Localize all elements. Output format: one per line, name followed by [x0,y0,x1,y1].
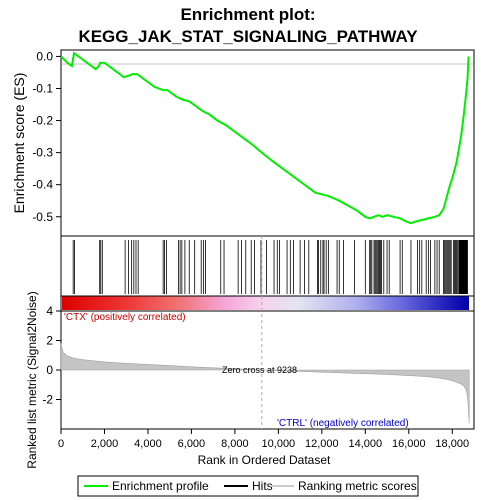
rank-y-tick-label: 4 [46,304,53,318]
rank-x-tick-label: 2,000 [91,438,119,450]
zero-cross-label: Zero cross at 9238 [222,365,297,375]
ranking-metric-area [60,343,470,424]
legend-label-ranking: Ranking metric scores [298,479,417,493]
positive-correlation-label: 'CTX' (positively correlated) [64,312,186,323]
rank-x-tick-label: 16,000 [392,438,426,450]
es-y-ticks: 0.0 -0.1 -0.2 -0.3 -0.4 -0.5 [32,49,61,224]
rank-y-tick-label: 2 [46,334,53,348]
rank-x-tick-label: 12,000 [305,438,339,450]
es-y-tick-label: 0.0 [36,49,53,63]
es-y-tick-label: -0.1 [32,81,53,95]
rank-x-tick-label: 8,000 [221,438,249,450]
rank-x-tick-label: 18,000 [435,438,469,450]
chart-title-line2: KEGG_JAK_STAT_SIGNALING_PATHWAY [78,27,418,46]
es-y-tick-label: -0.5 [32,210,53,224]
rank-x-tick-label: 14,000 [348,438,382,450]
enrichment-profile-line [60,51,470,225]
legend-label-enrichment: Enrichment profile [112,479,209,493]
es-y-tick-label: -0.3 [32,146,53,160]
rank-x-tick-label: 10,000 [262,438,296,450]
rank-x-axis-label: Rank in Ordered Dataset [198,453,331,467]
negative-correlation-label: 'CTRL' (negatively correlated) [277,418,409,429]
hits-panel-frame [60,235,475,297]
es-panel-frame [60,49,475,237]
es-y-axis-label: Enrichment score (ES) [11,73,27,214]
rank-x-tick-label: 4,000 [134,438,162,450]
rank-x-tick-label: 0 [58,438,64,450]
legend-label-hits: Hits [252,479,273,493]
rank-y-ticks: 4 2 0 -2 [42,304,61,407]
ranking-color-bar [62,296,469,310]
es-y-tick-label: -0.4 [32,178,53,192]
rank-y-axis-label: Ranked list metric (Signal2Noise) [25,291,39,468]
es-y-tick-label: -0.2 [32,114,53,128]
rank-x-ticks: 0 2,000 4,000 6,000 8,000 10,000 12,000 14,000 1… [58,429,469,450]
rank-y-tick-label: 0 [46,363,53,377]
hit-markers [72,240,468,294]
chart-title-line1: Enrichment plot: [180,5,315,24]
rank-y-tick-label: -2 [42,393,53,407]
rank-x-tick-label: 6,000 [178,438,206,450]
